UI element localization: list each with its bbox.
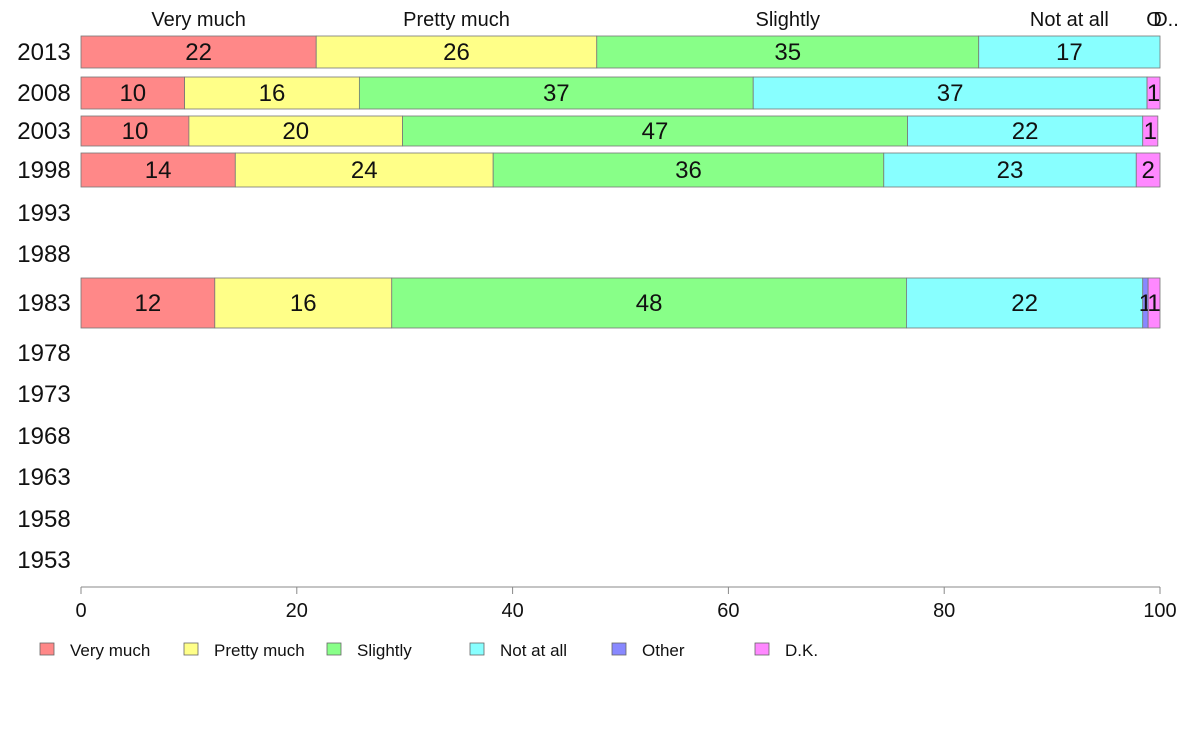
data-label-1998-not-at-all: 23 <box>997 157 1024 184</box>
bar-2003-pretty-much <box>188 115 403 147</box>
legend-label-d-k: D.K. <box>785 641 818 660</box>
data-label-2013-pretty-much: 26 <box>443 39 470 66</box>
legend-label-slightly: Slightly <box>357 641 412 660</box>
legend-label-not-at-all: Not at all <box>500 641 567 660</box>
bar-1983-pretty-much <box>214 277 393 329</box>
bar-1998-d-k <box>1135 152 1161 188</box>
x-tick-label-20: 20 <box>286 600 308 622</box>
data-label-2003-not-at-all: 22 <box>1012 118 1039 145</box>
data-label-2013-not-at-all: 17 <box>1056 39 1083 66</box>
data-label-1983-slightly: 48 <box>636 290 663 317</box>
bar-1998-pretty-much <box>234 152 494 188</box>
bar-1983-slightly <box>391 277 907 329</box>
legend: Very much Pretty much Slightly Not at all Ot… <box>39 641 818 660</box>
bar-2008-pretty-much <box>184 76 360 110</box>
data-label-1983-pretty-much: 16 <box>290 290 317 317</box>
bar-2008-d-k <box>1146 76 1161 110</box>
y-tick-label-1973: 1973 <box>17 381 70 408</box>
data-label-1998-very-much: 14 <box>145 157 172 184</box>
bar-2008-slightly <box>358 76 754 110</box>
y-tick-label-1983: 1983 <box>17 290 70 317</box>
bars-layer: 22 26 35 17 10 16 37 37 1 10 20 47 22 1 14 24 36 23 2 12 16 4… <box>80 35 1161 329</box>
bar-2003-d-k <box>1142 115 1159 147</box>
legend-swatch-not-at-all <box>469 642 485 656</box>
data-label-1983-d-k: 1 <box>1147 290 1160 317</box>
bar-1998-slightly <box>492 152 885 188</box>
y-tick-label-1953: 1953 <box>17 547 70 574</box>
y-tick-label-1968: 1968 <box>17 423 70 450</box>
data-label-2003-very-much: 10 <box>122 118 149 145</box>
x-tick-label-80: 80 <box>933 600 955 622</box>
bar-1983-d-k <box>1147 277 1161 329</box>
y-tick-label-2013: 2013 <box>17 39 70 66</box>
bar-1983-not-at-all <box>906 277 1144 329</box>
y-tick-label-1978: 1978 <box>17 340 70 367</box>
legend-label-pretty-much: Pretty much <box>214 641 305 660</box>
data-label-1983-very-much: 12 <box>135 290 162 317</box>
data-label-2013-very-much: 22 <box>185 39 212 66</box>
top-label-d-k: D.. <box>1153 9 1179 31</box>
top-label-very-much: Very much <box>151 9 245 31</box>
bar-2013-not-at-all <box>978 35 1161 69</box>
top-category-labels: Very much Pretty much Slightly Not at all OD… <box>151 9 1178 31</box>
top-label-not-at-all: Not at all <box>1030 9 1109 31</box>
legend-label-very-much: Very much <box>70 641 150 660</box>
data-label-2003-pretty-much: 20 <box>282 118 309 145</box>
bar-2003-slightly <box>402 115 908 147</box>
legend-swatch-d-k <box>754 642 770 656</box>
y-tick-label-1963: 1963 <box>17 464 70 491</box>
bar-2008-not-at-all <box>752 76 1148 110</box>
data-label-2008-d-k: 1 <box>1147 80 1160 107</box>
top-label-other: O <box>1146 9 1162 31</box>
x-tick-label-40: 40 <box>501 600 523 622</box>
y-tick-label-2008: 2008 <box>17 80 70 107</box>
bar-1998-very-much <box>80 152 236 188</box>
data-label-2008-not-at-all: 37 <box>937 80 964 107</box>
data-label-1998-slightly: 36 <box>675 157 702 184</box>
data-label-1983-not-at-all: 22 <box>1011 290 1038 317</box>
data-label-2008-pretty-much: 16 <box>259 80 286 107</box>
x-tick-label-0: 0 <box>75 600 86 622</box>
data-label-1998-d-k: 2 <box>1141 157 1154 184</box>
y-tick-label-1988: 1988 <box>17 241 70 268</box>
bar-1998-not-at-all <box>883 152 1137 188</box>
y-tick-label-1993: 1993 <box>17 200 70 227</box>
y-tick-label-2003: 2003 <box>17 118 70 145</box>
legend-swatch-pretty-much <box>183 642 199 656</box>
x-tick-label-100: 100 <box>1143 600 1176 622</box>
y-tick-label-1958: 1958 <box>17 506 70 533</box>
data-label-2008-slightly: 37 <box>543 80 570 107</box>
top-label-slightly: Slightly <box>756 9 820 31</box>
data-label-1998-pretty-much: 24 <box>351 157 378 184</box>
year-labels: 2013 2008 2003 1998 1993 1988 1983 1978 1973 1968… <box>17 39 70 574</box>
data-label-2003-d-k: 1 <box>1144 118 1157 145</box>
x-axis: 0 20 40 60 80 100 <box>75 586 1177 622</box>
bar-2003-very-much <box>80 115 190 147</box>
data-label-2013-slightly: 35 <box>774 39 801 66</box>
bar-2003-not-at-all <box>907 115 1144 147</box>
x-tick-label-60: 60 <box>717 600 739 622</box>
data-label-2003-slightly: 47 <box>642 118 669 145</box>
y-tick-label-1998: 1998 <box>17 157 70 184</box>
top-label-pretty-much: Pretty much <box>403 9 510 31</box>
legend-label-other: Other <box>642 641 685 660</box>
legend-swatch-other <box>611 642 627 656</box>
bar-2008-very-much <box>80 76 185 110</box>
legend-swatch-slightly <box>326 642 342 656</box>
legend-swatch-very-much <box>39 642 55 656</box>
data-label-2008-very-much: 10 <box>119 80 146 107</box>
bar-2013-pretty-much <box>315 35 598 69</box>
